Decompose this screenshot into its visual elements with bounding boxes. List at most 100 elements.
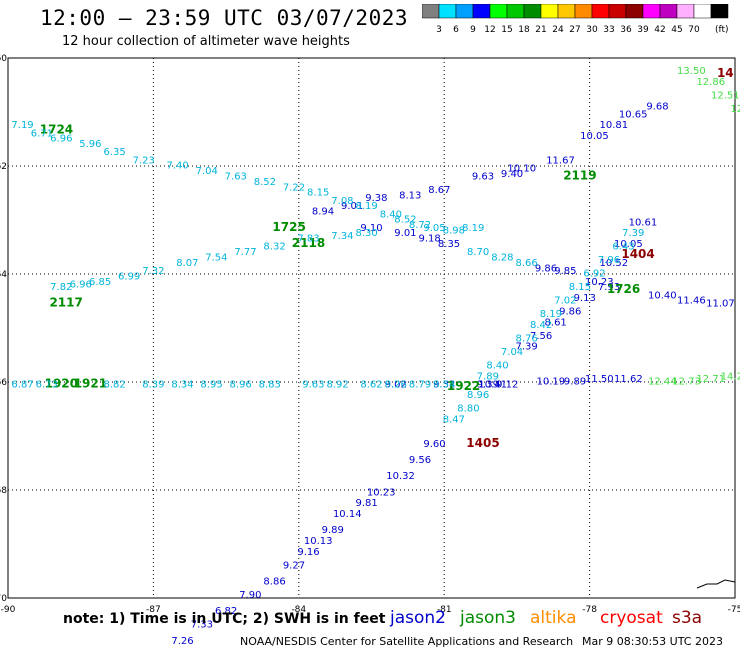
data-label: 8.13: [399, 190, 421, 201]
data-label: 7.77: [234, 247, 256, 258]
data-label: 7.82: [50, 282, 72, 293]
data-label: 1405: [466, 436, 499, 450]
data-label: 8.72: [409, 220, 431, 231]
data-label: 2118: [292, 236, 325, 250]
data-label: 8.07: [176, 258, 198, 269]
page-subtitle: 12 hour collection of altimeter wave hei…: [62, 34, 350, 49]
colorbar-label: 27: [569, 25, 580, 35]
data-label: 7.93: [598, 282, 620, 293]
data-label: 7.04: [501, 347, 523, 358]
data-label: 8.40: [380, 209, 402, 220]
data-label: 8.35: [438, 239, 460, 250]
data-label: 1920: [45, 376, 78, 390]
data-label: 8.19: [356, 201, 378, 212]
colorbar-label: 21: [535, 25, 546, 35]
data-label: 12.44: [648, 377, 677, 388]
data-label: 7.90: [239, 590, 261, 601]
data-label: 9.63: [302, 379, 324, 390]
data-label: 9.27: [283, 560, 305, 571]
colorbar-label: 33: [603, 25, 614, 35]
data-label: 9.40: [501, 169, 523, 180]
data-label: 5.96: [79, 139, 101, 150]
colorbar-label: 6: [453, 25, 459, 35]
data-label: 9.81: [356, 498, 378, 509]
plot-frame: [7, 57, 736, 599]
data-label: 14: [717, 66, 734, 80]
data-label: 9.56: [409, 455, 431, 466]
data-label: 8.96: [467, 390, 489, 401]
data-label: 10.05: [614, 239, 643, 250]
data-label: 11.46: [677, 296, 706, 307]
data-label: 10.13: [304, 536, 333, 547]
data-label: 9.16: [297, 547, 319, 558]
colorbar-label: 3: [436, 25, 442, 35]
data-label: 12.51: [711, 91, 740, 102]
data-label: 8.15: [307, 188, 329, 199]
data-label: 7.39: [515, 342, 537, 353]
generated-timestamp: Mar 9 08:30:53 UTC 2023: [582, 635, 723, 648]
data-label: 9.18: [419, 234, 441, 245]
data-label: 12.86: [696, 77, 725, 88]
data-label: 10.32: [386, 471, 415, 482]
data-label: 8.86: [263, 577, 285, 588]
data-label: 7.89: [477, 371, 499, 382]
data-label: 7.56: [530, 331, 552, 342]
data-label: 8.40: [486, 361, 508, 372]
data-label: 9.38: [365, 193, 387, 204]
colorbar-unit: (ft): [715, 25, 729, 35]
data-label: 8.94: [312, 207, 334, 218]
data-label: 10.14: [333, 509, 362, 520]
data-label: 8.30: [356, 228, 378, 239]
data-label: 12.39: [730, 104, 740, 115]
x-tick-label: -75: [728, 605, 740, 615]
data-label: 8.34: [171, 379, 193, 390]
data-label: 9.02: [385, 379, 407, 390]
data-label: 8.42: [530, 320, 552, 331]
data-label: 6.99: [118, 271, 140, 282]
x-tick-label: -78: [582, 605, 597, 615]
data-label: 9.01: [394, 228, 416, 239]
data-label: 8.62: [360, 379, 382, 390]
data-label: 7.40: [167, 161, 189, 172]
data-label: 8.76: [515, 334, 537, 345]
data-label: 8.28: [491, 253, 513, 264]
data-label: 8.82: [103, 379, 125, 390]
data-label: 8.19: [462, 223, 484, 234]
colorbar-label: 15: [501, 25, 512, 35]
data-label: 9.12: [496, 379, 518, 390]
data-label: 9.85: [554, 266, 576, 277]
data-label: 7.08: [331, 196, 353, 207]
data-label: 7.96: [598, 255, 620, 266]
data-label: 7.34: [331, 231, 353, 242]
data-label: 9.86: [535, 263, 557, 274]
data-label: 12.71: [696, 374, 725, 385]
data-label: 10.52: [600, 258, 629, 269]
data-label: 6.73: [36, 379, 58, 390]
data-label: 8.54: [433, 379, 455, 390]
data-label: 7.33: [191, 620, 213, 631]
data-label: 9.39: [477, 379, 499, 390]
legend-item-cryosat: cryosat: [600, 608, 663, 628]
data-label: 9.32: [433, 379, 455, 390]
data-label: 8.39: [142, 379, 164, 390]
data-label: 6.71: [31, 128, 53, 139]
y-tick-label: 66: [0, 378, 7, 388]
data-label: 6.35: [103, 147, 125, 158]
data-label: 6.43: [612, 242, 634, 253]
data-label: 1922: [447, 379, 480, 393]
colorbar-label: 70: [688, 25, 700, 35]
data-label: 10.81: [600, 120, 629, 131]
data-label: 8.32: [263, 242, 285, 253]
data-label: 14.26: [721, 371, 740, 382]
x-tick-label: -87: [146, 605, 161, 615]
x-tick-label: -90: [1, 605, 16, 615]
data-label: 9.63: [472, 172, 494, 183]
colorbar-label: 18: [518, 25, 530, 35]
data-label: 8.70: [467, 247, 489, 258]
coastline: [696, 579, 736, 589]
data-label: 13.50: [677, 66, 706, 77]
data-label: 10.23: [585, 277, 614, 288]
colorbar-label: 9: [470, 25, 476, 35]
data-label: 1725: [272, 220, 305, 234]
